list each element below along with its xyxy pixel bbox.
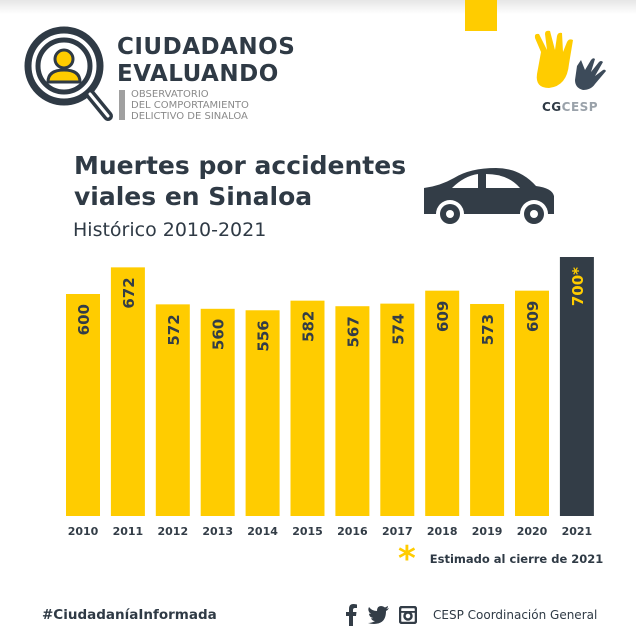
x-tick-2013: 2013 bbox=[202, 525, 233, 538]
x-tick-2018: 2018 bbox=[427, 525, 458, 538]
value-label-2018: 609 bbox=[434, 301, 452, 332]
partner-cg: CG bbox=[542, 100, 562, 114]
bar-2010 bbox=[66, 294, 100, 516]
bar-2016 bbox=[335, 306, 370, 516]
logo-line-2: EVALUANDO bbox=[117, 61, 279, 87]
facebook-icon[interactable] bbox=[345, 604, 357, 626]
logo-sub-line-1: OBSERVATORIO bbox=[131, 89, 209, 100]
chart-legend: * Estimado al cierre de 2021 bbox=[398, 539, 604, 579]
twitter-icon[interactable] bbox=[367, 606, 389, 624]
value-label-2013: 560 bbox=[210, 319, 228, 350]
x-tick-2016: 2016 bbox=[337, 525, 368, 538]
x-tick-2014: 2014 bbox=[247, 525, 278, 538]
logo-divider bbox=[119, 90, 125, 120]
chart-title-line-2: viales en Sinaloa bbox=[74, 182, 313, 211]
chart-title-line-1: Muertes por accidentes bbox=[74, 151, 407, 180]
value-label-2019: 573 bbox=[479, 314, 497, 345]
partner-logo-text: CGCESP bbox=[542, 100, 598, 114]
x-tick-2012: 2012 bbox=[157, 525, 188, 538]
social-links: CESP Coordinación General bbox=[345, 604, 597, 626]
x-tick-2011: 2011 bbox=[113, 525, 144, 538]
instagram-icon[interactable] bbox=[399, 606, 417, 624]
bar-2014 bbox=[245, 310, 280, 516]
bar-2015 bbox=[290, 300, 325, 516]
chart-subtitle: Histórico 2010-2021 bbox=[73, 219, 267, 241]
value-label-2012: 572 bbox=[165, 314, 183, 345]
logo-subtitle: OBSERVATORIO DEL COMPORTAMIENTO DELICTIV… bbox=[131, 89, 249, 122]
value-label-2011: 672 bbox=[120, 277, 138, 308]
value-label-2021: 700* bbox=[569, 267, 587, 306]
logo-sub-line-3: DELICTIVO DE SINALOA bbox=[131, 111, 248, 122]
x-tick-2020: 2020 bbox=[517, 525, 548, 538]
logo-line-1: CIUDADANOS bbox=[117, 34, 296, 60]
bar-2012 bbox=[155, 304, 190, 516]
value-label-2017: 574 bbox=[389, 314, 407, 345]
chart-title: Muertes por accidentes viales en Sinaloa bbox=[74, 150, 406, 212]
magnifier-person-icon bbox=[24, 26, 113, 121]
x-tick-2021: 2021 bbox=[562, 525, 593, 538]
value-label-2016: 567 bbox=[344, 316, 362, 347]
car-icon bbox=[424, 168, 554, 228]
asterisk-icon: * bbox=[398, 539, 416, 579]
partner-cesp: CESP bbox=[561, 100, 599, 114]
value-label-2014: 556 bbox=[255, 320, 273, 351]
bar-2019 bbox=[470, 303, 505, 516]
x-tick-2010: 2010 bbox=[68, 525, 99, 538]
accent-tab bbox=[465, 0, 497, 31]
org-name: CESP Coordinación General bbox=[433, 608, 598, 622]
bar-2021 bbox=[559, 257, 594, 516]
hands-icon bbox=[534, 30, 606, 90]
legend-text: Estimado al cierre de 2021 bbox=[429, 552, 604, 566]
value-label-2015: 582 bbox=[300, 311, 318, 342]
hashtag: #CiudadaníaInformada bbox=[42, 607, 217, 623]
bar-2013 bbox=[200, 308, 235, 516]
value-label-2020: 609 bbox=[524, 301, 542, 332]
x-tick-2017: 2017 bbox=[382, 525, 413, 538]
value-label-2010: 600 bbox=[75, 304, 93, 335]
x-tick-2019: 2019 bbox=[472, 525, 503, 538]
logo-title: CIUDADANOS EVALUANDO bbox=[117, 34, 295, 88]
bar-2018 bbox=[425, 290, 460, 516]
x-tick-2015: 2015 bbox=[292, 525, 323, 538]
logo-sub-line-2: DEL COMPORTAMIENTO bbox=[131, 100, 249, 111]
bar-2011 bbox=[110, 267, 145, 516]
bar-2017 bbox=[380, 303, 415, 516]
bar-2020 bbox=[515, 290, 549, 516]
